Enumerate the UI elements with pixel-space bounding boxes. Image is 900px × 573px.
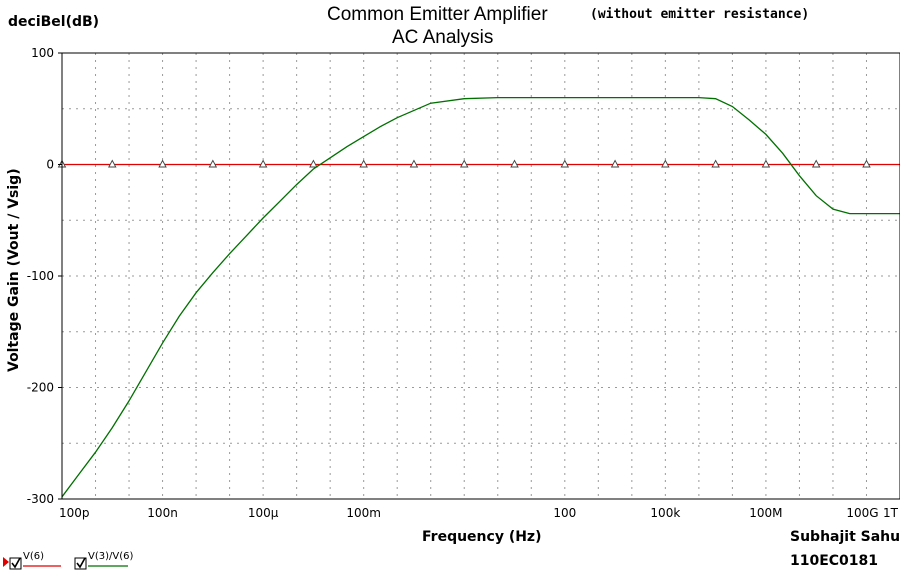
y-axis-label: Voltage Gain (Vout / Vsig) [6, 168, 22, 372]
series-marker-v-6 [510, 159, 519, 168]
author-name: Subhajit Sahu [790, 529, 900, 545]
legend-checkbox-v3-v6[interactable] [74, 557, 87, 570]
y-tick-label: 100 [31, 46, 54, 60]
y-tick-label: 0 [46, 158, 54, 172]
x-tick-label: 100 [553, 506, 576, 520]
check-icon [76, 557, 86, 569]
y-tick-labels: 100 0 -100 -200 -300 [27, 46, 62, 506]
series-marker-v-6 [610, 159, 620, 168]
legend-active-pointer-icon [3, 557, 9, 567]
x-tick-label: 100m [346, 506, 381, 520]
series-marker-v-6 [459, 159, 469, 168]
series-marker-v-6 [108, 159, 117, 168]
series-marker-v-6 [258, 159, 268, 168]
series-marker-v-6 [862, 159, 871, 168]
x-tick-label: 100k [650, 506, 680, 520]
legend-label-v3-v6: V(3)/V(6) [88, 551, 133, 562]
x-tick-label: 100G [846, 506, 878, 520]
x-tick-label: 1T [883, 506, 899, 520]
chart-title: Common Emitter Amplifier [327, 4, 548, 25]
series-marker-v-6 [560, 159, 570, 168]
legend-checkbox-v6[interactable] [9, 557, 22, 570]
x-tick-label: 100µ [248, 506, 279, 520]
x-axis-label: Frequency (Hz) [422, 529, 541, 545]
series-marker-v-6 [208, 159, 218, 168]
y-tick-label: -300 [27, 492, 54, 506]
series-marker-v-6 [409, 159, 419, 168]
check-icon [11, 557, 21, 569]
series-marker-v-6 [158, 159, 167, 168]
x-tick-label: 100M [749, 506, 782, 520]
y-unit-label: deciBel(dB) [8, 14, 99, 30]
x-tick-label: 100p [59, 506, 90, 520]
series-marker-v-6 [711, 159, 720, 168]
series-marker-v-6 [359, 159, 368, 168]
chart-subtitle: AC Analysis [392, 27, 493, 48]
x-tick-label: 100n [147, 506, 178, 520]
y-tick-label: -200 [27, 381, 54, 395]
series-marker-v-6 [309, 159, 318, 168]
x-tick-labels: 100p 100n 100µ 100m 100 100k 100M 100G 1T [59, 506, 899, 520]
series-line-v-3-v-6 [61, 96, 900, 498]
y-tick-label: -100 [27, 269, 54, 283]
series-marker-v-6 [661, 159, 670, 168]
chart-title-note: (without emitter resistance) [590, 7, 809, 22]
legend-label-v6: V(6) [23, 551, 44, 562]
grid [62, 53, 900, 499]
series-marker-v-6 [811, 159, 821, 168]
roll-number: 110EC0181 [790, 553, 878, 569]
series-layer [57, 96, 900, 498]
legend: V(6) V(3)/V(6) [3, 551, 133, 570]
series-marker-v-6 [761, 159, 771, 168]
